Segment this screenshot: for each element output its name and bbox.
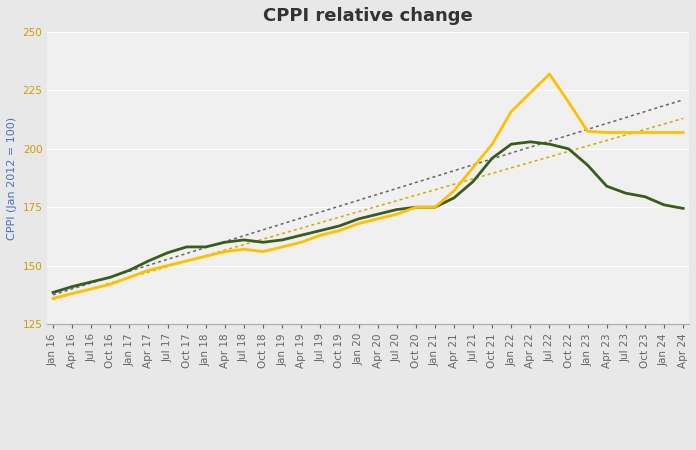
Y-axis label: CPPI (Jan 2012 = 100): CPPI (Jan 2012 = 100) xyxy=(7,117,17,239)
Title: CPPI relative change: CPPI relative change xyxy=(263,7,473,25)
